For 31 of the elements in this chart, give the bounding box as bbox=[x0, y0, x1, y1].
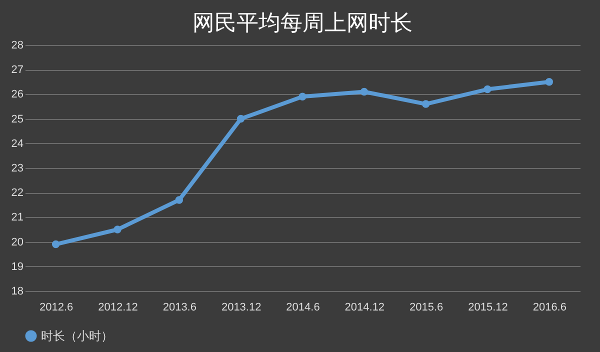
y-tick-label: 28 bbox=[11, 40, 24, 52]
chart-title: 网民平均每周上网时长 bbox=[192, 11, 412, 36]
y-tick-label: 22 bbox=[11, 187, 24, 200]
x-tick-label: 2016.6 bbox=[532, 302, 566, 314]
y-tick-label: 23 bbox=[11, 162, 24, 174]
x-tick-label: 2012.12 bbox=[98, 302, 138, 314]
point bbox=[52, 240, 60, 248]
x-tick-label: 2014.12 bbox=[344, 302, 385, 314]
point bbox=[298, 92, 306, 101]
point bbox=[175, 196, 184, 204]
x-tick-label: 2014.6 bbox=[286, 302, 320, 314]
y-tick-label: 19 bbox=[11, 260, 24, 273]
point bbox=[484, 85, 492, 94]
x-tick-label: 2013.12 bbox=[221, 302, 262, 314]
y-tick-label: 26 bbox=[11, 88, 24, 101]
y-tick-label: 20 bbox=[11, 236, 24, 248]
x-tick-label: 2015.12 bbox=[468, 302, 508, 314]
y-tick-label: 25 bbox=[11, 113, 24, 126]
legend-label: 时长（小时） bbox=[41, 329, 113, 343]
y-tick-label: 21 bbox=[11, 212, 24, 224]
point bbox=[236, 114, 245, 123]
y-tick-label: 24 bbox=[11, 138, 24, 150]
point bbox=[422, 100, 430, 108]
y-tick-label: 18 bbox=[11, 286, 24, 298]
point bbox=[114, 226, 122, 234]
point bbox=[360, 88, 368, 96]
x-tick-label: 2012.6 bbox=[40, 302, 74, 314]
y-tick-label: 27 bbox=[11, 64, 24, 76]
x-tick-label: 2013.6 bbox=[162, 302, 196, 314]
x-tick-label: 2015.6 bbox=[410, 302, 444, 314]
point bbox=[545, 78, 554, 86]
